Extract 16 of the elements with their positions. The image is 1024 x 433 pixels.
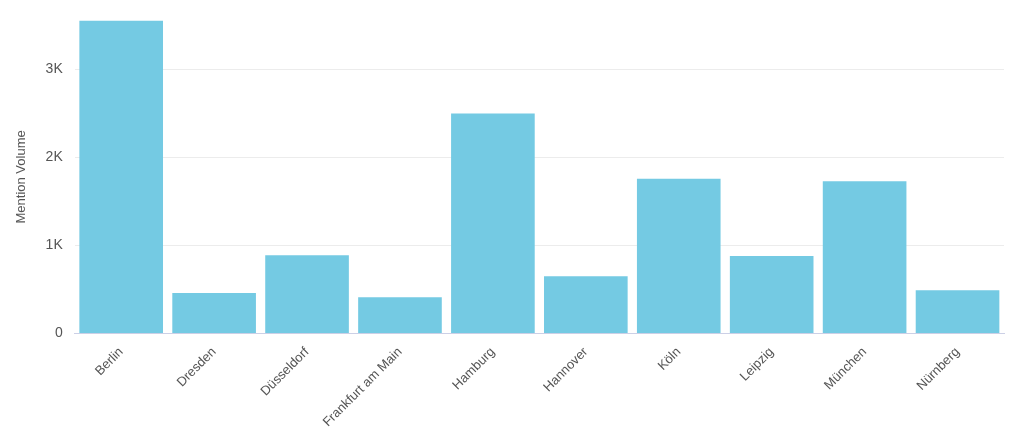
bar bbox=[544, 276, 628, 333]
bar bbox=[172, 292, 256, 333]
x-tick-label: Köln bbox=[654, 343, 684, 373]
bar bbox=[358, 297, 442, 333]
bar bbox=[822, 181, 907, 333]
bar bbox=[79, 20, 164, 333]
bar bbox=[265, 255, 349, 333]
bar bbox=[451, 113, 535, 333]
bar bbox=[915, 290, 1000, 333]
y-axis-title: Mention Volume bbox=[13, 130, 29, 224]
y-tick-label: 3K bbox=[45, 60, 64, 77]
bar bbox=[729, 256, 814, 333]
bar bbox=[636, 178, 721, 333]
y-tick-label: 0 bbox=[54, 324, 63, 341]
y-tick-label: 2K bbox=[45, 148, 64, 165]
y-tick-label: 1K bbox=[45, 236, 64, 253]
